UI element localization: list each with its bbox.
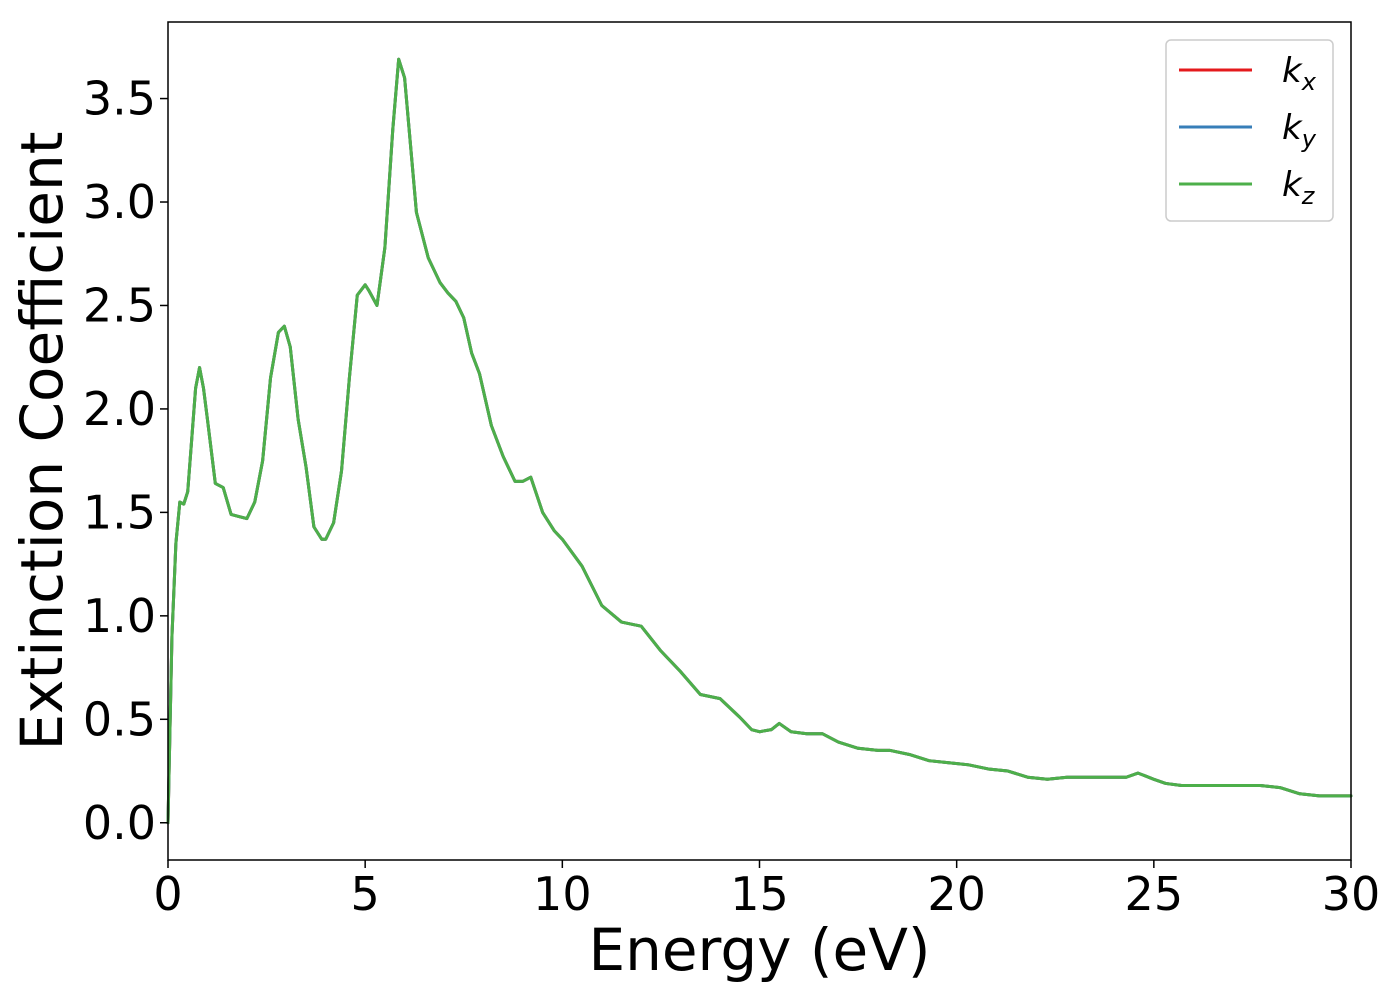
- x-axis-ticks: 0 5 10 15 20 25 30: [153, 860, 1380, 921]
- legend-label-k-x: kx: [1282, 51, 1317, 96]
- y-tick-label: 0.0: [83, 796, 156, 850]
- legend-box: [1165, 39, 1334, 222]
- y-tick-label: 3.0: [83, 175, 156, 229]
- y-axis-ticks: 0.0 0.5 1.0 1.5 2.0 2.5 3.0 3.5: [83, 72, 168, 850]
- y-axis-title: Extinction Coefficient: [8, 132, 76, 751]
- x-tick-label: 10: [533, 867, 592, 921]
- series-line-k-z: [166, 57, 1353, 825]
- x-tick-label: 0: [153, 867, 182, 921]
- y-tick-label: 3.5: [83, 72, 156, 126]
- x-tick-label: 15: [730, 867, 789, 921]
- y-tick-label: 1.5: [83, 485, 156, 539]
- legend-label-k-y: ky: [1282, 108, 1317, 153]
- y-tick-label: 2.0: [83, 382, 156, 436]
- series-layer: [166, 57, 1353, 825]
- legend: kx ky kz: [1165, 39, 1334, 222]
- x-tick-label: 25: [1125, 867, 1184, 921]
- y-tick-label: 0.5: [83, 692, 156, 746]
- x-tick-label: 20: [927, 867, 986, 921]
- y-tick-label: 1.0: [83, 589, 156, 643]
- y-tick-label: 2.5: [83, 278, 156, 332]
- x-tick-label: 30: [1322, 867, 1381, 921]
- legend-label-k-z: kz: [1282, 165, 1316, 210]
- x-axis-title: Energy (eV): [588, 916, 930, 984]
- x-tick-label: 5: [351, 867, 380, 921]
